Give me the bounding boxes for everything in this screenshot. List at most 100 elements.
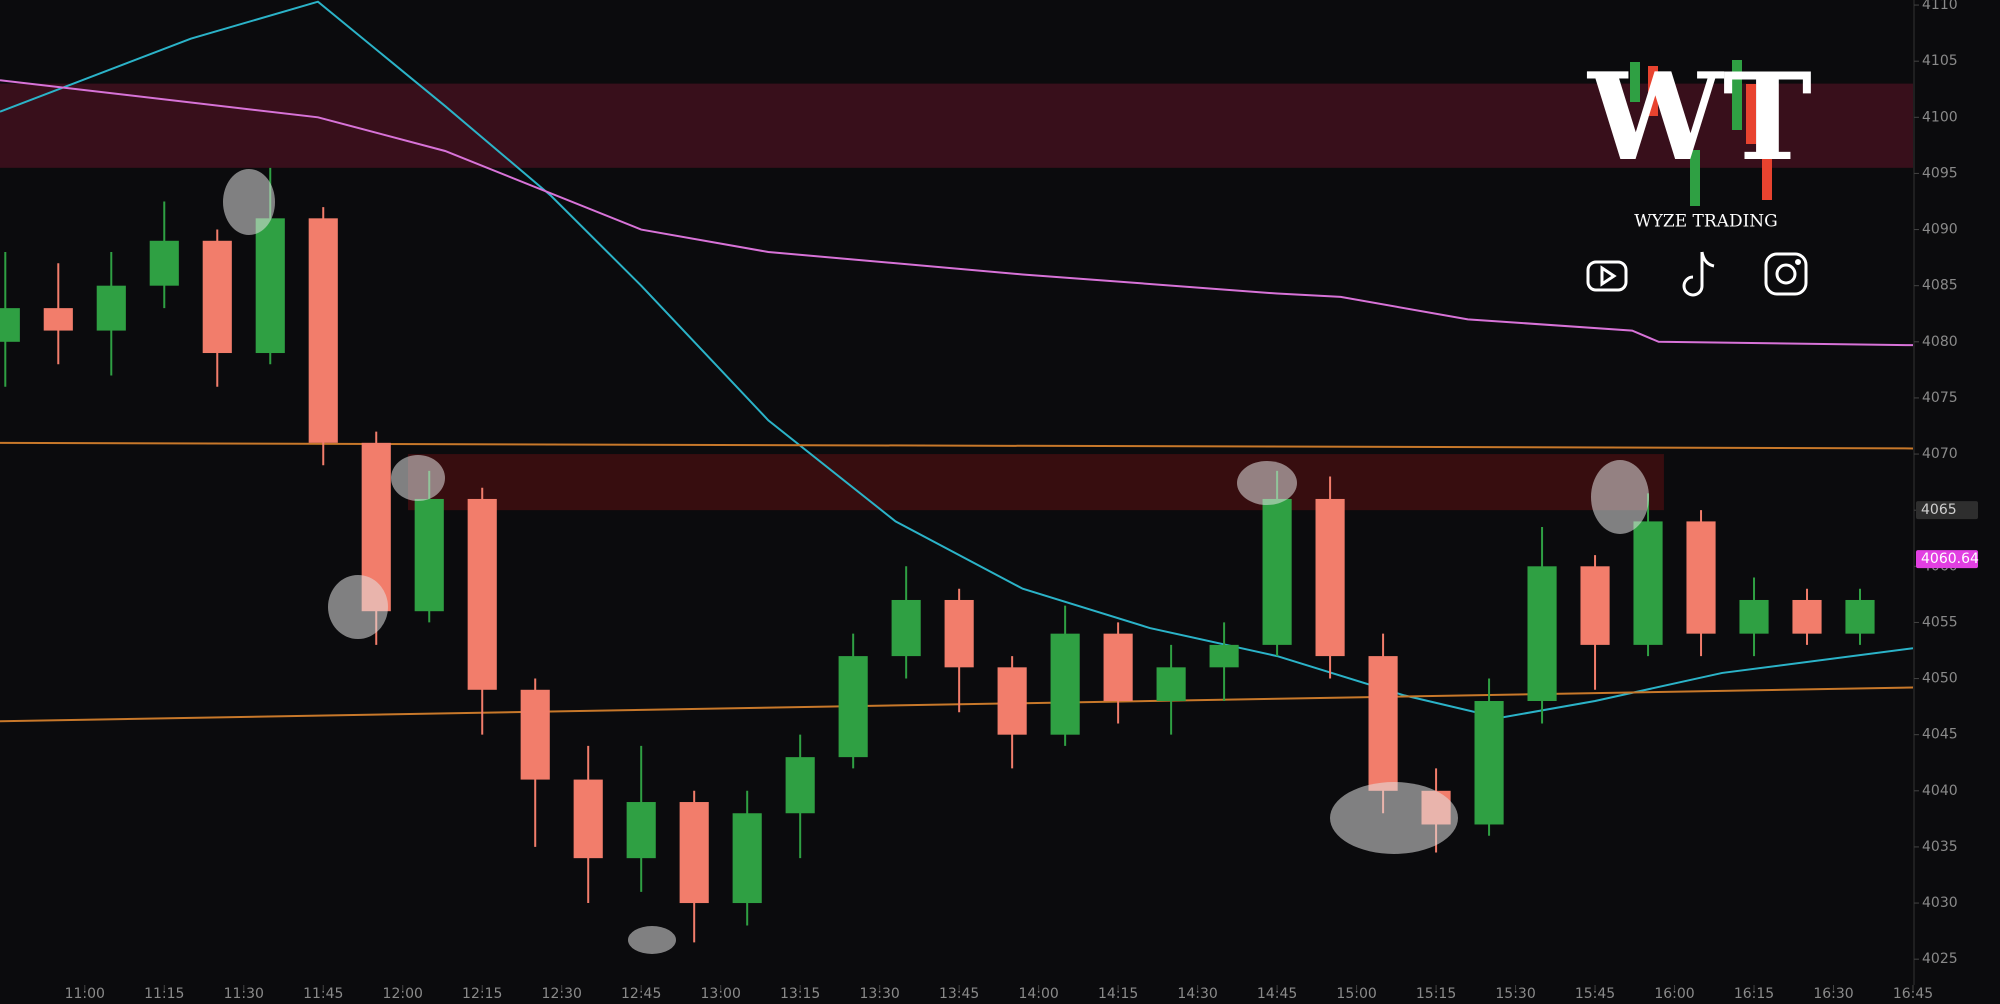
youtube-play: [1600, 265, 1617, 287]
y-tick-label: 4055: [1922, 614, 1958, 630]
instagram-lens: [1775, 263, 1797, 285]
x-tick-label: 13:00: [701, 986, 741, 1000]
y-tick-label: 4110: [1922, 0, 1958, 13]
x-tick-label: 15:15: [1416, 986, 1456, 1000]
candle-body: [467, 498, 497, 690]
candle-body: [43, 308, 73, 331]
youtube-icon[interactable]: [1586, 260, 1628, 292]
y-tick-label: 4100: [1922, 109, 1958, 125]
logo-bar: [1732, 60, 1742, 130]
logo-name: WYZE TRADING: [1634, 212, 1778, 232]
candle-body: [944, 599, 974, 668]
x-tick-label: 16:00: [1654, 986, 1694, 1000]
price-marker: [1916, 550, 1978, 569]
x-tick-label: 11:00: [65, 986, 105, 1000]
logo-mark: WT: [1586, 47, 1812, 188]
x-tick-label: 13:45: [939, 986, 979, 1000]
logo-bar: [1690, 150, 1700, 206]
zones: [0, 83, 1913, 511]
candle-body: [1050, 633, 1080, 735]
x-tick-label: 15:00: [1336, 986, 1376, 1000]
candle-body: [573, 779, 603, 859]
highlight: [223, 169, 275, 235]
indicator-line: [0, 686, 1913, 723]
candle-body: [308, 218, 338, 443]
candle-body: [1580, 566, 1610, 645]
x-tick-label: 16:30: [1813, 986, 1853, 1000]
indicator-line: [0, 0, 1913, 719]
candle-body: [0, 308, 20, 342]
axes: 4025403040354040404540504055406040654070…: [65, 0, 1979, 1002]
x-tick-label: 14:30: [1177, 986, 1217, 1000]
highlight: [628, 926, 676, 954]
y-tick-label: 4040: [1922, 783, 1958, 799]
x-tick-label: 14:00: [1018, 986, 1058, 1000]
y-tick-label: 4105: [1922, 53, 1958, 69]
y-tick-label: 4030: [1922, 895, 1958, 911]
y-tick-label: 4085: [1922, 278, 1958, 294]
candle-body: [838, 656, 868, 758]
logo-bar: [1746, 84, 1756, 144]
x-tick-label: 16:15: [1734, 986, 1774, 1000]
x-tick-label: 11:45: [303, 986, 343, 1000]
candle-body: [1315, 498, 1345, 657]
annotations: [223, 169, 1649, 954]
zone: [408, 454, 1664, 511]
x-tick-label: 15:30: [1495, 986, 1535, 1000]
x-tick-label: 15:45: [1575, 986, 1615, 1000]
y-tick-label: 4070: [1922, 446, 1958, 462]
y-tick-label: 4080: [1922, 334, 1958, 350]
y-tick-label: 4035: [1922, 839, 1958, 855]
instagram-dot: [1795, 259, 1801, 265]
candle-body: [1739, 599, 1769, 634]
indicator-line: [0, 79, 1913, 347]
indicator-line: [0, 441, 1913, 450]
y-tick-label: 4095: [1922, 165, 1958, 181]
highlight: [391, 455, 445, 501]
y-tick-label: 4050: [1922, 671, 1958, 687]
price-marker-label: 4060.64: [1921, 551, 1979, 567]
x-tick-label: 11:30: [224, 986, 264, 1000]
candle-body: [1527, 566, 1557, 702]
candle-body: [732, 813, 762, 904]
y-tick-label: 4075: [1922, 390, 1958, 406]
x-tick-label: 12:00: [383, 986, 423, 1000]
y-tick-label: 4090: [1922, 222, 1958, 238]
x-tick-label: 12:15: [462, 986, 502, 1000]
highlight: [328, 575, 388, 639]
tiktok-icon[interactable]: [1682, 251, 1715, 297]
candle-body: [891, 599, 921, 657]
candle-body: [255, 218, 285, 354]
candle-body: [1103, 633, 1133, 702]
candle-body: [202, 240, 232, 354]
candle-body: [1209, 644, 1239, 668]
price-marker-label: 4065: [1921, 502, 1957, 518]
x-tick-label: 13:30: [859, 986, 899, 1000]
candle-body: [149, 240, 179, 286]
candle-body: [1792, 599, 1822, 634]
candle-body: [1368, 656, 1398, 791]
x-tick-label: 16:45: [1893, 986, 1933, 1000]
highlight: [1591, 460, 1649, 534]
x-tick-label: 12:30: [542, 986, 582, 1000]
candle-body: [1686, 521, 1716, 634]
x-tick-label: 11:15: [144, 986, 184, 1000]
social-icons: [1586, 251, 1808, 297]
candle-body: [1474, 701, 1504, 825]
candle-body: [414, 498, 444, 612]
logo-bar: [1762, 126, 1772, 200]
x-tick-label: 12:45: [621, 986, 661, 1000]
highlight: [1237, 461, 1297, 505]
candle-body: [1633, 521, 1663, 645]
price-marker: [1916, 501, 1978, 520]
y-tick-label: 4025: [1922, 951, 1958, 967]
candle-body: [96, 285, 126, 331]
instagram-icon[interactable]: [1764, 252, 1808, 296]
zone: [0, 83, 1913, 168]
candle-body: [679, 802, 709, 904]
candle-body: [997, 667, 1027, 735]
logo: WT WYZE TRADING: [1586, 47, 1812, 231]
lines: [0, 0, 1913, 723]
